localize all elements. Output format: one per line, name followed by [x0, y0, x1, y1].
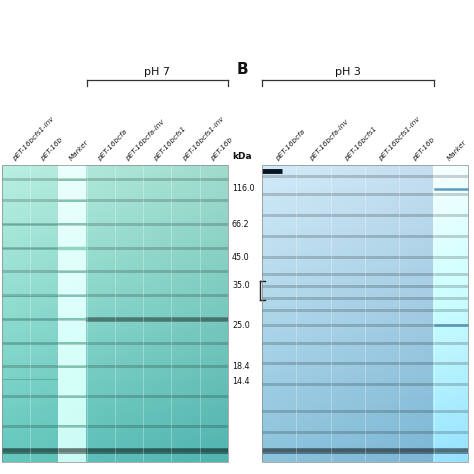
Text: 116.0: 116.0 [232, 184, 255, 193]
Text: pET-16bcfs1-inv: pET-16bcfs1-inv [12, 116, 55, 162]
Bar [2, 165, 228, 462]
Text: B: B [237, 62, 249, 77]
Text: 18.4: 18.4 [232, 363, 249, 372]
Text: 35.0: 35.0 [232, 281, 250, 290]
Text: pET-16bcfa-inv: pET-16bcfa-inv [309, 118, 350, 162]
Text: pET-16bcfs1-inv: pET-16bcfs1-inv [378, 116, 421, 162]
Text: pET-16bcfa: pET-16bcfa [97, 128, 128, 162]
Text: Marker: Marker [447, 139, 468, 162]
Text: 14.4: 14.4 [232, 377, 249, 386]
Text: pET-16bcfa-inv: pET-16bcfa-inv [125, 118, 166, 162]
Text: pET-16bcfs1: pET-16bcfs1 [344, 126, 378, 162]
Text: 25.0: 25.0 [232, 321, 250, 330]
Text: pET-16b: pET-16b [210, 137, 234, 162]
Text: pET-16b: pET-16b [40, 137, 64, 162]
Text: pET-16bcfs1-inv: pET-16bcfs1-inv [181, 116, 225, 162]
Bar [262, 165, 468, 462]
Text: pET-16b: pET-16b [412, 137, 437, 162]
Text: 66.2: 66.2 [232, 220, 250, 229]
Text: pET-16bcfs1: pET-16bcfs1 [153, 126, 187, 162]
Text: pET-16bcfa: pET-16bcfa [275, 128, 307, 162]
Text: pH 7: pH 7 [145, 67, 170, 77]
Text: pH 3: pH 3 [335, 67, 361, 77]
Text: Marker: Marker [68, 139, 90, 162]
Text: kDa: kDa [232, 152, 252, 161]
Text: 45.0: 45.0 [232, 253, 250, 262]
